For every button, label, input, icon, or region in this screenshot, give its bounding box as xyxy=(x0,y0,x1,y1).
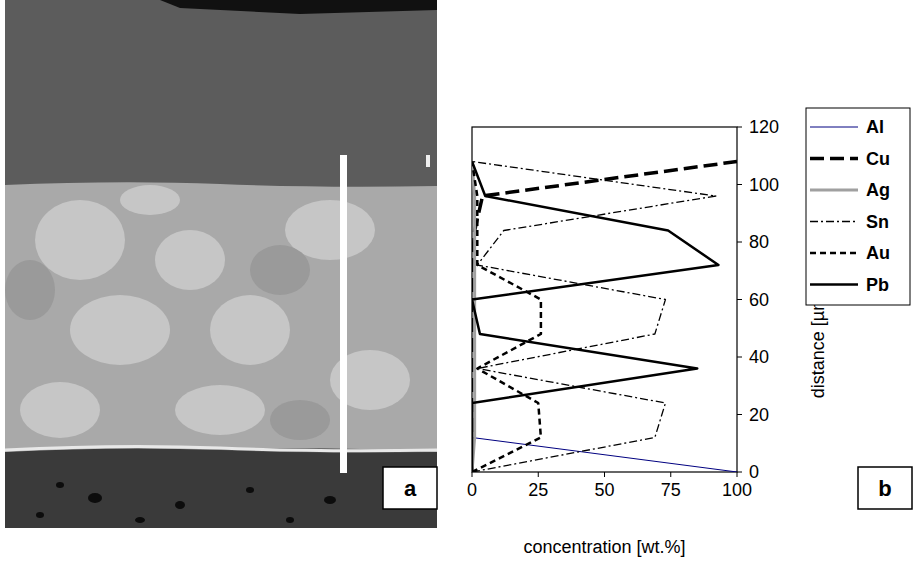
panel-label: b xyxy=(878,476,891,501)
bottom-layer xyxy=(5,448,437,528)
legend-label: Au xyxy=(866,243,890,263)
scan-line xyxy=(340,155,347,473)
tick-label: 0 xyxy=(467,480,477,500)
tick xyxy=(737,127,742,128)
legend-box xyxy=(806,108,910,305)
tick-label: 75 xyxy=(661,480,681,500)
axis-title: distance [µm] xyxy=(808,291,828,398)
legend-label: Al xyxy=(866,117,884,137)
panel-label-box xyxy=(858,467,912,509)
pore xyxy=(56,482,64,488)
tick-label: 25 xyxy=(528,480,548,500)
legend-swatch xyxy=(810,283,858,286)
tick xyxy=(737,357,742,358)
pore xyxy=(88,493,102,503)
top-layer xyxy=(5,0,437,528)
tick xyxy=(737,472,742,473)
tick xyxy=(538,472,539,477)
tick xyxy=(737,242,742,243)
dark-region xyxy=(160,0,437,14)
tick-label: 120 xyxy=(749,117,779,137)
series-line xyxy=(472,162,718,473)
legend-label: Pb xyxy=(866,275,889,295)
grain xyxy=(250,245,310,295)
tick-label: 80 xyxy=(749,232,769,252)
tick-label: 0 xyxy=(749,462,759,482)
series-line xyxy=(472,162,541,473)
grain xyxy=(210,295,290,365)
legend-swatch xyxy=(810,157,858,161)
grain xyxy=(35,200,125,280)
tick xyxy=(737,299,742,300)
legend-swatch xyxy=(810,189,858,192)
panel-label: a xyxy=(404,476,417,501)
pore xyxy=(324,496,336,504)
panel-label-box xyxy=(383,467,437,509)
series-line xyxy=(472,438,737,473)
legend-label: Ag xyxy=(866,180,890,200)
tick xyxy=(604,472,605,477)
tick-label: 60 xyxy=(749,290,769,310)
tick xyxy=(472,472,473,477)
joint-layer xyxy=(5,182,437,453)
grain xyxy=(70,295,170,365)
grain xyxy=(155,230,225,290)
grain xyxy=(20,382,100,438)
legend-label: Cu xyxy=(866,149,890,169)
figure: a0255075100020406080100120concentration … xyxy=(0,0,917,563)
tick-label: 100 xyxy=(722,480,752,500)
pore xyxy=(246,487,254,493)
speck xyxy=(426,155,430,167)
axis-title: concentration [wt.%] xyxy=(523,537,685,557)
plot-frame xyxy=(472,127,737,472)
pore xyxy=(135,517,145,523)
tick-label: 100 xyxy=(749,175,779,195)
grain xyxy=(270,400,330,440)
tick xyxy=(737,472,738,477)
interface xyxy=(5,446,437,450)
legend-swatch xyxy=(810,127,858,128)
pore xyxy=(286,517,294,523)
series-line xyxy=(472,162,737,473)
grain xyxy=(120,185,180,215)
legend-swatch xyxy=(810,221,858,222)
grain xyxy=(5,260,55,320)
series-line xyxy=(472,162,716,473)
legend-label: Sn xyxy=(866,212,889,232)
tick-label: 50 xyxy=(594,480,614,500)
tick xyxy=(737,184,742,185)
lines xyxy=(472,162,737,473)
legend-swatch xyxy=(810,252,858,255)
tick xyxy=(737,414,742,415)
pore xyxy=(175,501,185,509)
tick xyxy=(670,472,671,477)
pore xyxy=(36,512,44,518)
tick-label: 20 xyxy=(749,405,769,425)
grain xyxy=(175,385,265,435)
tick-label: 40 xyxy=(749,347,769,367)
micrograph xyxy=(5,0,437,528)
